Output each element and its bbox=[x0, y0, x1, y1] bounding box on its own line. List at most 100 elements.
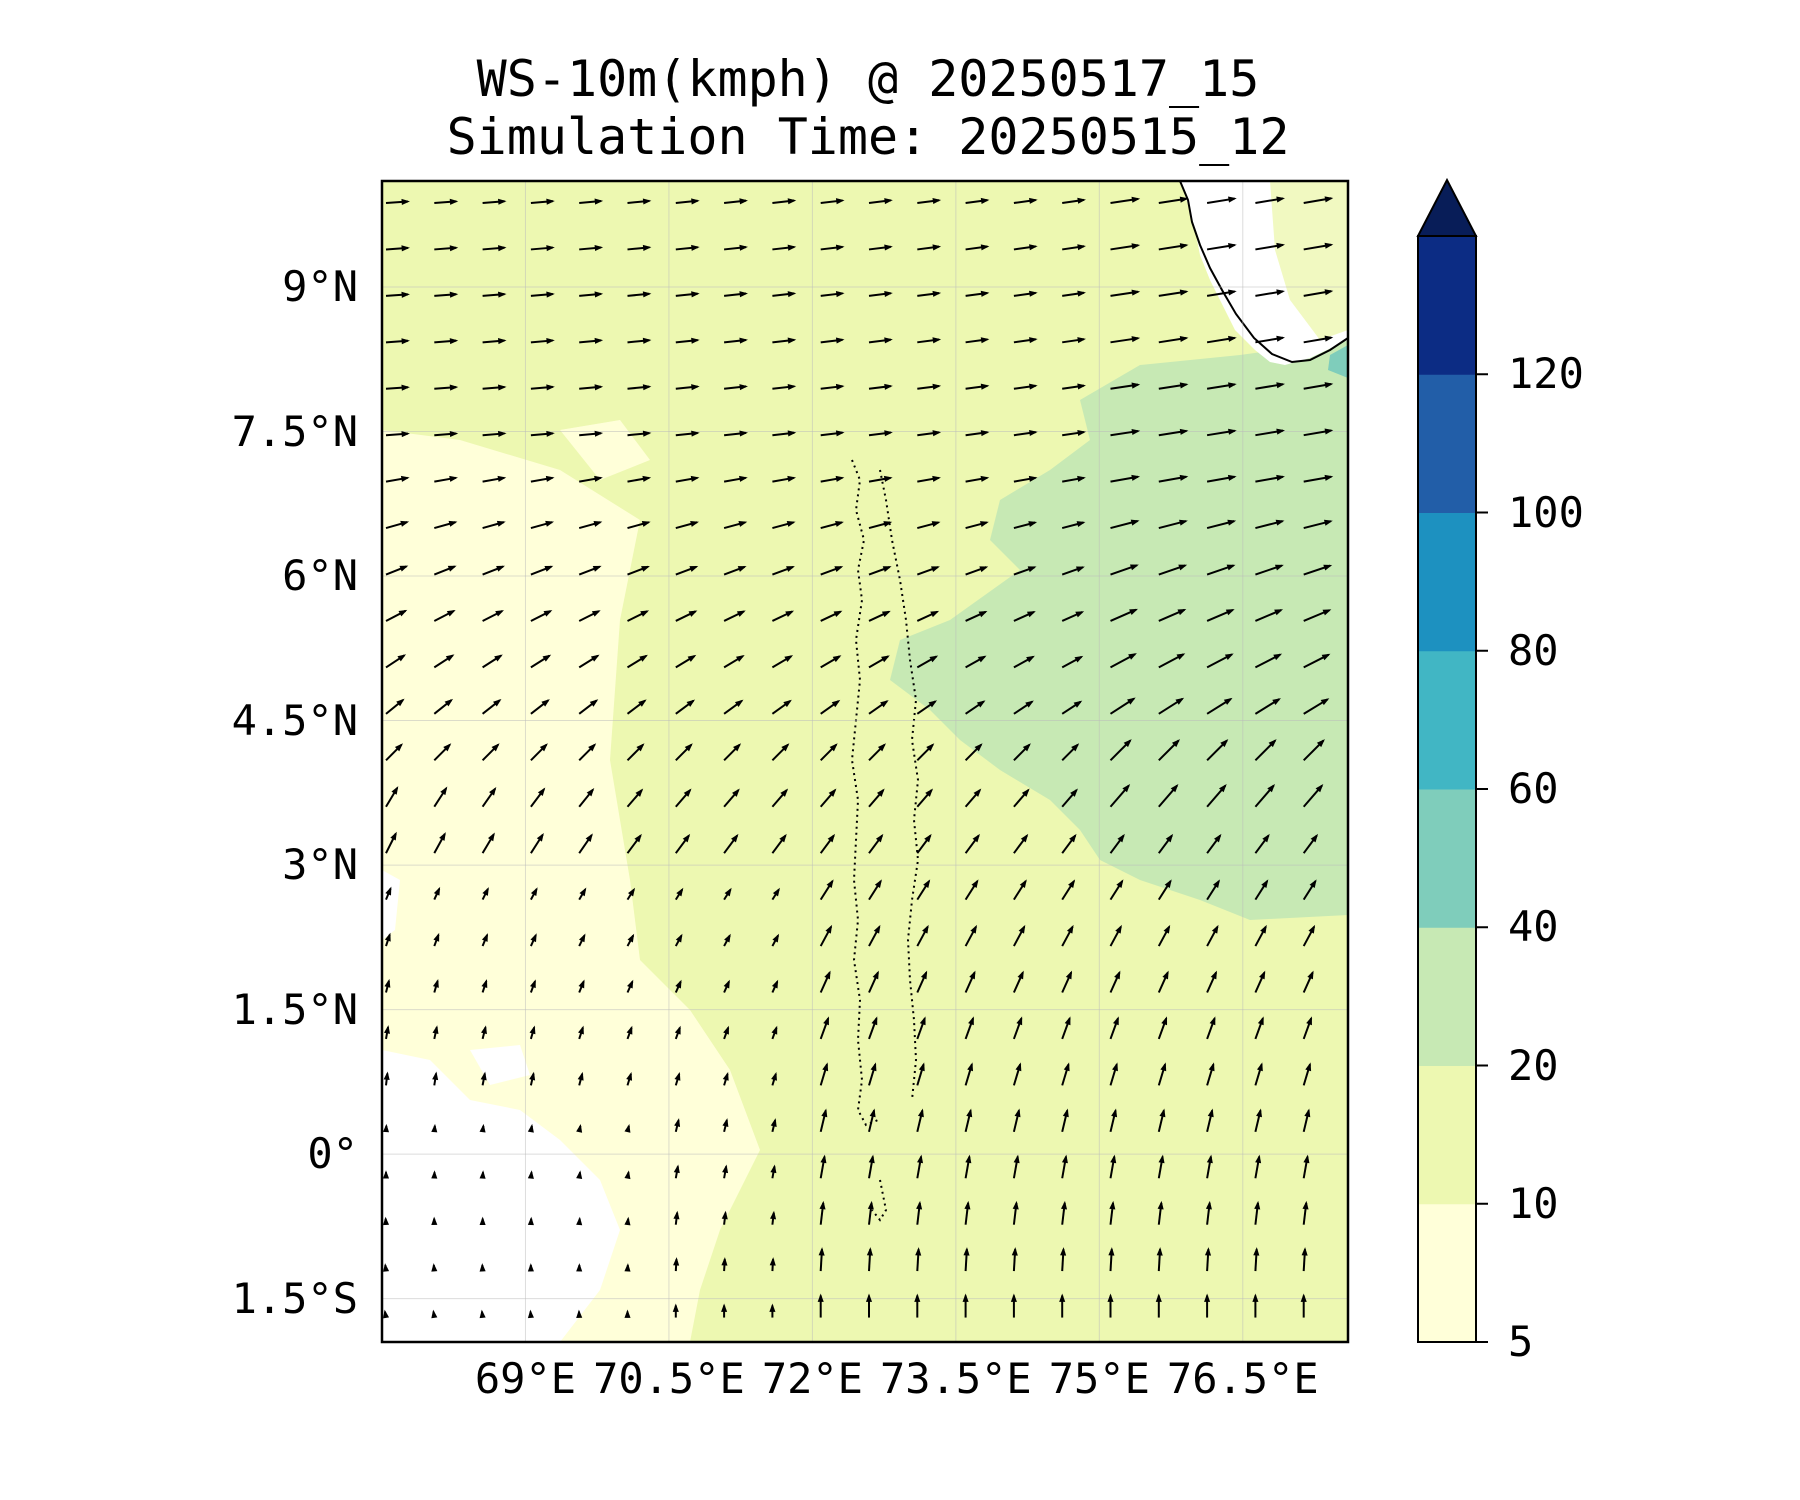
wind-arrow bbox=[723, 979, 730, 993]
wind-arrow bbox=[916, 1200, 923, 1225]
wind-arrow bbox=[1158, 608, 1187, 622]
wind-arrow bbox=[771, 979, 779, 993]
wind-arrow bbox=[530, 430, 555, 437]
wind-arrow bbox=[385, 245, 410, 252]
wind-arrow bbox=[916, 970, 928, 993]
wind-arrow bbox=[675, 699, 696, 715]
wind-arrow bbox=[965, 655, 987, 669]
wind-arrow bbox=[965, 430, 990, 437]
wind-arrow bbox=[1012, 970, 1024, 993]
wind-arrow bbox=[1157, 924, 1171, 947]
colorbar-segment-5 bbox=[1418, 512, 1476, 652]
wind-arrow bbox=[868, 1062, 877, 1086]
wind-arrow bbox=[529, 933, 537, 947]
wind-arrow bbox=[723, 887, 732, 901]
x-tick-label-0: 69°E bbox=[474, 1354, 577, 1403]
wind-vectors bbox=[382, 196, 1382, 1319]
maldives-islands bbox=[850, 459, 920, 1222]
wind-arrow bbox=[675, 743, 693, 761]
wind-arrow bbox=[820, 699, 841, 715]
wind-arrow bbox=[385, 831, 397, 854]
wind-arrow bbox=[1013, 700, 1034, 715]
wind-arrow bbox=[627, 520, 651, 530]
wind-arrow bbox=[482, 520, 506, 530]
wind-arrow bbox=[723, 655, 745, 669]
wind-arrow bbox=[772, 383, 797, 391]
wind-arrow bbox=[1302, 833, 1319, 854]
wind-arrow bbox=[482, 338, 507, 345]
wind-arrow bbox=[769, 1257, 776, 1272]
wind-arrow bbox=[1206, 289, 1237, 297]
wind-arrow bbox=[771, 743, 790, 761]
wind-arrow bbox=[529, 1025, 536, 1040]
wind-arrow bbox=[1061, 521, 1086, 530]
wind-arrow bbox=[1302, 1200, 1309, 1225]
wind-arrow bbox=[964, 1062, 974, 1086]
wind-arrow bbox=[530, 610, 553, 622]
wind-arrow bbox=[1302, 739, 1325, 761]
wind-arrow bbox=[723, 244, 748, 251]
wind-arrow bbox=[868, 337, 893, 344]
wind-arrow bbox=[819, 1062, 829, 1086]
wind-arrow bbox=[770, 1210, 777, 1225]
wind-arrow bbox=[916, 879, 931, 901]
wind-arrow bbox=[527, 1216, 534, 1226]
wind-arrow bbox=[1109, 924, 1122, 947]
wind-arrow bbox=[675, 198, 700, 205]
wind-arrow bbox=[964, 879, 979, 901]
wind-arrow bbox=[1110, 243, 1141, 251]
wind-arrow bbox=[1254, 879, 1269, 901]
colorbar-extend-arrow bbox=[1416, 177, 1478, 237]
y-tick-label-5: 1.5°N bbox=[231, 984, 358, 1034]
wind-arrow bbox=[1013, 197, 1038, 204]
wind-arrow bbox=[1109, 833, 1125, 854]
wind-arrow bbox=[433, 698, 454, 715]
wind-arrow bbox=[1062, 197, 1086, 204]
wind-arrow bbox=[772, 430, 797, 437]
wind-arrow bbox=[675, 610, 698, 622]
wind-arrow bbox=[434, 198, 459, 205]
wind-arrow bbox=[819, 1154, 827, 1179]
wind-arrow bbox=[723, 198, 748, 205]
y-tick-label-6: 0° bbox=[307, 1129, 358, 1179]
wind-arrow bbox=[1204, 1247, 1212, 1272]
wind-arrow bbox=[1255, 474, 1285, 483]
wind-arrow bbox=[576, 1263, 583, 1272]
wind-arrow bbox=[1206, 1108, 1214, 1133]
wind-arrow bbox=[819, 788, 837, 808]
wind-arrow bbox=[1352, 289, 1382, 296]
wind-arrow bbox=[1158, 697, 1185, 715]
wind-arrow bbox=[868, 1154, 875, 1179]
wind-arrow bbox=[433, 609, 456, 622]
wind-arrow bbox=[1061, 970, 1073, 993]
wind-arrow bbox=[964, 743, 983, 761]
wind-arrow bbox=[385, 886, 392, 900]
wind-arrow bbox=[723, 337, 748, 344]
wind-arrow bbox=[1157, 879, 1172, 901]
wind-arrow bbox=[1157, 1200, 1164, 1225]
wind-arrow bbox=[865, 1293, 873, 1318]
wind-arrow bbox=[434, 384, 459, 391]
colorbar-tick-label-4: 60 bbox=[1508, 764, 1559, 813]
wind-arrow bbox=[771, 1071, 777, 1086]
wind-arrow bbox=[578, 743, 597, 761]
wind-arrow bbox=[914, 1293, 921, 1318]
wind-arrow bbox=[1254, 1016, 1264, 1040]
wind-arrow bbox=[1206, 924, 1219, 947]
wind-arrow bbox=[530, 699, 550, 715]
wind-arrow bbox=[1060, 1200, 1068, 1225]
wind-arrow bbox=[626, 1071, 633, 1086]
wind-arrow bbox=[1303, 653, 1331, 669]
wind-arrow bbox=[481, 979, 488, 993]
wind-arrow bbox=[1303, 382, 1334, 390]
wind-arrow bbox=[1206, 879, 1220, 901]
wind-arrow bbox=[964, 1108, 973, 1133]
wind-arrow bbox=[1013, 337, 1038, 344]
wind-arrow bbox=[916, 610, 940, 622]
wind-arrow bbox=[1255, 196, 1285, 204]
wind-arrow bbox=[627, 475, 652, 483]
wind-arrow bbox=[385, 609, 408, 622]
wind-arrow bbox=[769, 1303, 776, 1318]
wind-arrow bbox=[1060, 1247, 1067, 1272]
